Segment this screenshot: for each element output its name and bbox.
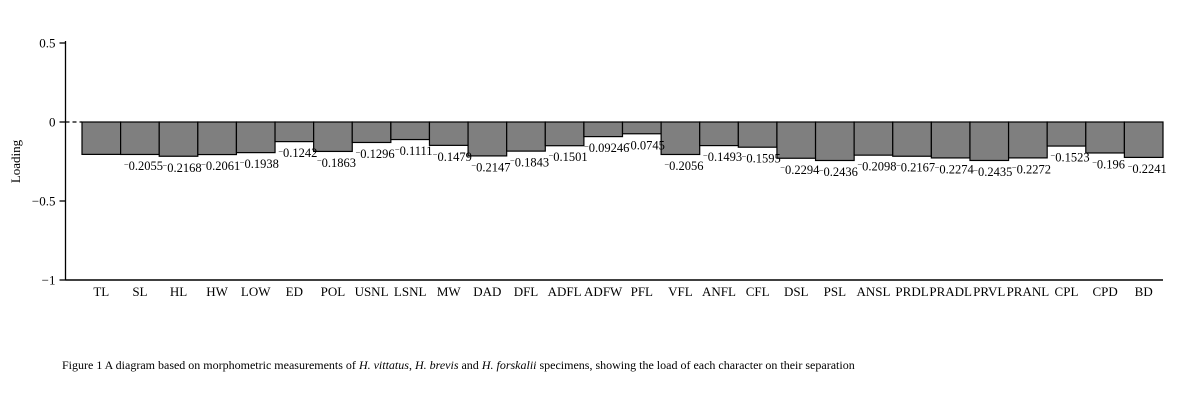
svg-text:ADFW: ADFW: [584, 284, 623, 299]
svg-text:−0.2168: −0.2168: [162, 161, 201, 175]
svg-text:ED: ED: [286, 284, 303, 299]
svg-text:PRDL: PRDL: [895, 284, 928, 299]
svg-text:POL: POL: [321, 284, 346, 299]
svg-text:−0.09246: −0.09246: [584, 141, 629, 155]
svg-text:−0.2055: −0.2055: [124, 159, 163, 173]
svg-text:−0.2272: −0.2272: [1012, 162, 1051, 176]
svg-text:0.5: 0.5: [39, 36, 55, 51]
svg-text:PRADL: PRADL: [929, 284, 972, 299]
svg-text:−0.1595: −0.1595: [742, 152, 781, 166]
svg-text:PSL: PSL: [824, 284, 846, 299]
svg-text:−0.1111: −0.1111: [395, 144, 433, 158]
svg-text:LOW: LOW: [241, 284, 271, 299]
svg-text:ADFL: ADFL: [548, 284, 582, 299]
svg-text:−0.1296: −0.1296: [355, 147, 394, 161]
svg-text:CFL: CFL: [746, 284, 770, 299]
svg-text:−0.2274: −0.2274: [935, 162, 975, 176]
svg-text:−0.1242: −0.1242: [278, 146, 317, 160]
svg-text:DFL: DFL: [514, 284, 539, 299]
svg-text:−0.2056: −0.2056: [664, 159, 703, 173]
svg-text:−0.1493: −0.1493: [703, 150, 742, 164]
svg-text:−0.1479: −0.1479: [433, 150, 472, 164]
svg-text:−1: −1: [42, 273, 56, 288]
svg-text:HW: HW: [206, 284, 228, 299]
svg-text:CPD: CPD: [1092, 284, 1117, 299]
svg-text:0: 0: [49, 115, 56, 130]
svg-text:CPL: CPL: [1055, 284, 1079, 299]
svg-text:ANFL: ANFL: [702, 284, 736, 299]
svg-text:−0.196: −0.196: [1092, 157, 1125, 171]
svg-text:−0.5: −0.5: [32, 194, 56, 209]
svg-text:DAD: DAD: [473, 284, 501, 299]
svg-text:−0.2294: −0.2294: [780, 163, 820, 177]
svg-text:ANSL: ANSL: [856, 284, 890, 299]
svg-text:PRVL: PRVL: [973, 284, 1005, 299]
svg-text:LSNL: LSNL: [394, 284, 427, 299]
svg-text:−0.1523: −0.1523: [1050, 150, 1089, 164]
svg-text:−0.2147: −0.2147: [471, 160, 510, 174]
svg-text:−0.1938: −0.1938: [240, 157, 279, 171]
svg-text:HL: HL: [170, 284, 187, 299]
svg-text:USNL: USNL: [355, 284, 389, 299]
svg-text:−0.2098: −0.2098: [857, 159, 896, 173]
svg-text:−0.1843: −0.1843: [510, 155, 549, 169]
svg-text:SL: SL: [132, 284, 147, 299]
svg-text:TL: TL: [93, 284, 109, 299]
svg-text:−0.1501: −0.1501: [549, 150, 588, 164]
svg-text:−0.2061: −0.2061: [201, 159, 240, 173]
svg-text:BD: BD: [1135, 284, 1153, 299]
svg-text:VFL: VFL: [668, 284, 693, 299]
svg-text:PRANL: PRANL: [1007, 284, 1050, 299]
svg-text:−0.1863: −0.1863: [317, 156, 356, 170]
svg-text:−0.0745: −0.0745: [626, 138, 665, 152]
svg-text:PFL: PFL: [631, 284, 653, 299]
svg-text:DSL: DSL: [784, 284, 809, 299]
svg-text:−0.2435: −0.2435: [973, 165, 1012, 179]
svg-text:Loading: Loading: [8, 139, 23, 183]
svg-text:−0.2241: −0.2241: [1128, 162, 1167, 176]
svg-text:−0.2436: −0.2436: [819, 165, 858, 179]
svg-text:−0.2167: −0.2167: [896, 161, 935, 175]
svg-text:MW: MW: [437, 284, 462, 299]
